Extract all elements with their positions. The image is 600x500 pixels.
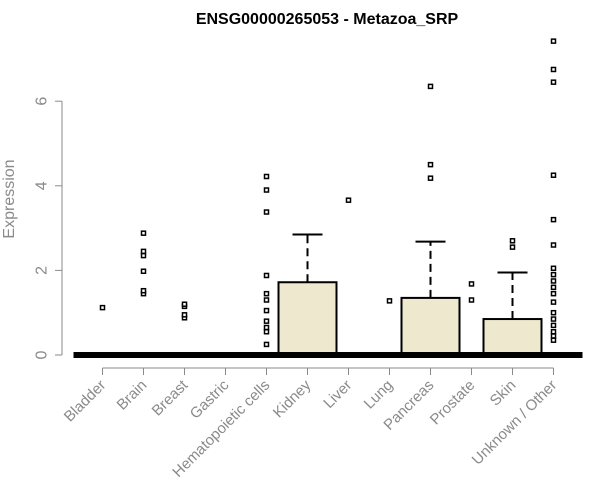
x-tick-label: Liver <box>320 377 355 412</box>
outlier-point <box>263 324 270 331</box>
outlier-point <box>140 287 147 294</box>
outlier-point <box>181 301 188 307</box>
outlier-point <box>550 271 557 278</box>
outlier-point <box>550 38 557 44</box>
chart-title: ENSG00000265053 - Metazoa_SRP <box>196 11 459 28</box>
outlier-point <box>550 299 557 305</box>
y-axis-label: Expression <box>1 159 18 238</box>
outlier-point <box>263 173 270 180</box>
x-tick-label: Kidney <box>270 376 315 421</box>
outlier-point <box>263 209 270 215</box>
outlier-point <box>140 248 147 255</box>
outlier-point <box>550 337 557 343</box>
outlier-point <box>509 238 516 244</box>
outlier-point <box>468 281 475 287</box>
outlier-point <box>263 297 270 303</box>
outlier-point <box>427 161 434 168</box>
box <box>400 296 461 356</box>
outlier-point <box>99 304 106 311</box>
category-group <box>524 38 583 358</box>
category-group <box>482 238 543 358</box>
outlier-point <box>550 333 557 339</box>
plot-area <box>73 38 583 358</box>
outlier-point <box>263 341 270 348</box>
outlier-point <box>140 268 147 274</box>
outlier-point <box>427 83 434 90</box>
category-group <box>277 233 338 358</box>
category-group <box>73 304 132 358</box>
outlier-point <box>263 272 270 279</box>
x-tick-label: Brain <box>114 377 151 414</box>
outlier-point <box>550 328 557 335</box>
outlier-point <box>140 230 147 236</box>
box <box>482 318 543 357</box>
outlier-point <box>550 66 557 73</box>
x-tick-label: Skin <box>487 377 520 410</box>
outlier-point <box>550 242 557 248</box>
outlier-point <box>550 265 557 272</box>
y-tick-label: 2 <box>34 266 51 275</box>
outlier-point <box>263 328 270 335</box>
outlier-point <box>550 278 557 284</box>
outlier-point <box>468 297 475 303</box>
outlier-point <box>427 175 434 181</box>
outlier-point <box>263 307 270 314</box>
outlier-point <box>550 309 557 316</box>
outlier-point <box>263 187 270 193</box>
outlier-point <box>550 284 557 291</box>
outlier-point <box>140 252 147 259</box>
outlier-point <box>263 290 270 297</box>
box <box>277 281 338 356</box>
outlier-point <box>550 216 557 223</box>
outlier-point <box>550 322 557 329</box>
outlier-point <box>550 290 557 297</box>
x-tick-label: Prostate <box>427 377 479 429</box>
category-group <box>114 230 173 358</box>
category-group <box>400 83 461 358</box>
outlier-point <box>386 298 393 304</box>
y-axis: 0 2 4 6 <box>34 97 63 359</box>
y-tick-label: 0 <box>34 350 51 359</box>
outlier-point <box>550 79 557 85</box>
category-group <box>155 301 214 358</box>
x-tick-label: Lung <box>361 377 397 413</box>
y-tick-label: 4 <box>34 181 51 190</box>
outlier-point <box>509 244 516 250</box>
outlier-point <box>550 316 557 322</box>
outlier-point <box>263 318 270 324</box>
y-tick-label: 6 <box>34 97 51 106</box>
outlier-point <box>345 197 352 203</box>
outlier-point <box>181 312 188 318</box>
x-tick-label: Breast <box>149 376 192 419</box>
x-tick-label: Bladder <box>61 377 110 426</box>
outlier-point <box>550 172 557 178</box>
